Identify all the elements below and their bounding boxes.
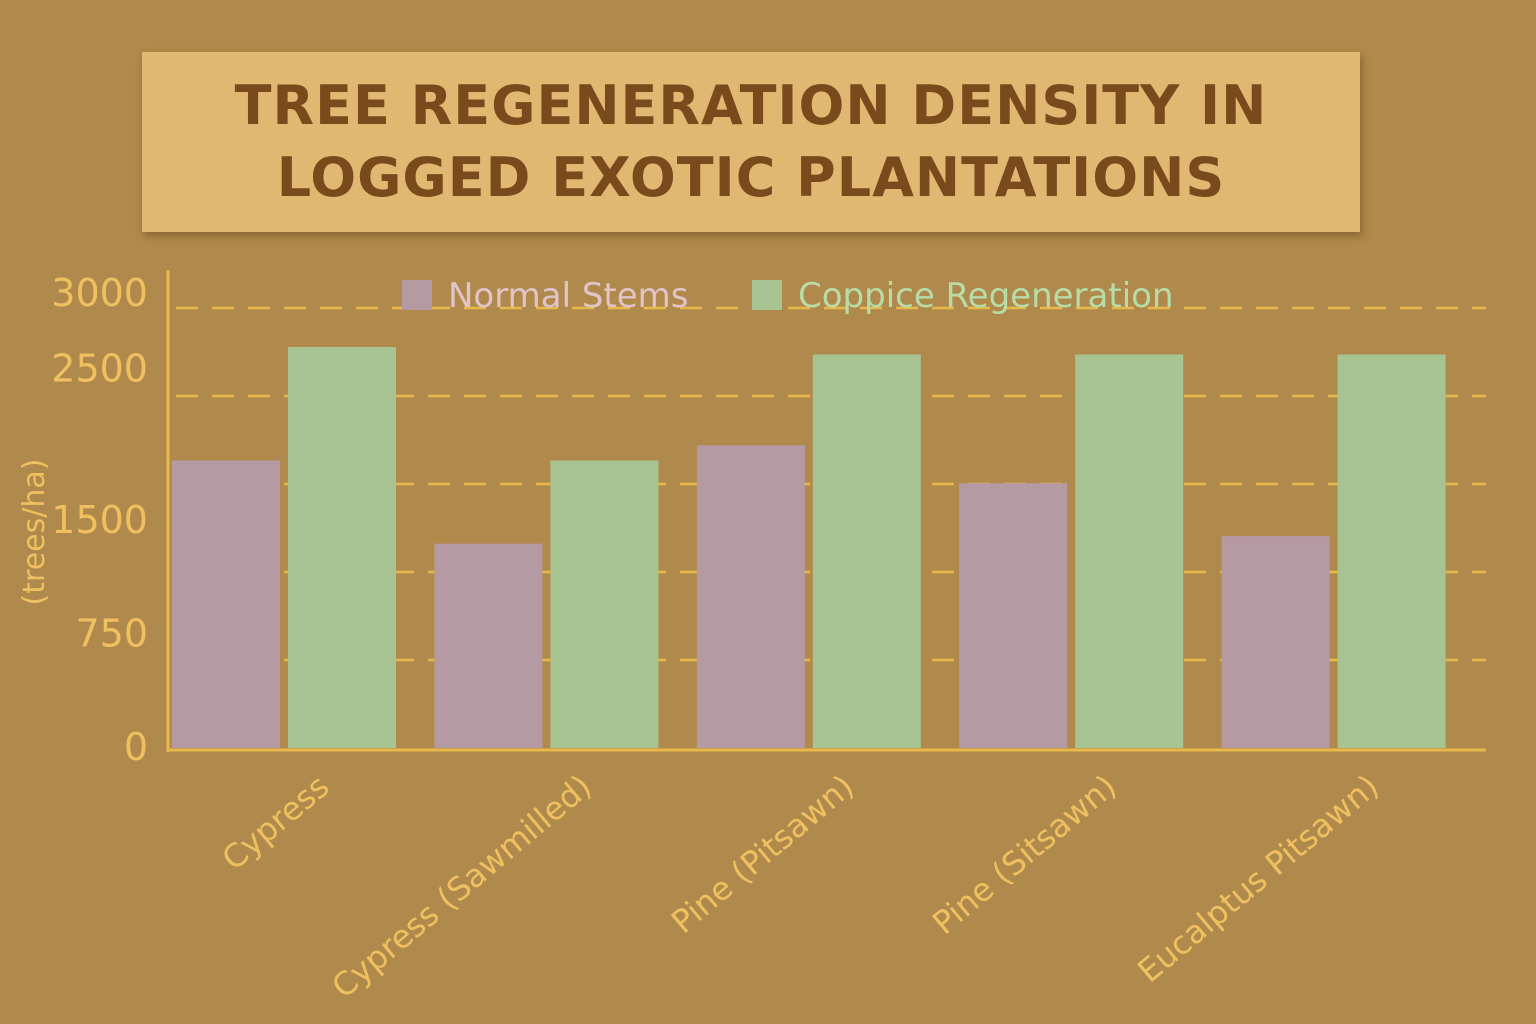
- bar-coppice-regeneration: [550, 460, 659, 748]
- bar-normal-stems: [696, 445, 805, 748]
- y-tick-label: 0: [124, 725, 148, 769]
- x-category-label: Pine (Pitsawn): [664, 767, 861, 941]
- bar-normal-stems: [959, 483, 1068, 748]
- legend-swatch-normal-stems: [402, 280, 432, 310]
- chart-title-card: TREE REGENERATION DENSITY IN LOGGED EXOT…: [142, 52, 1360, 232]
- chart-title-line-1: TREE REGENERATION DENSITY IN: [234, 74, 1268, 137]
- x-category-label: Cypress (Sawmilled): [324, 767, 598, 1006]
- legend-label-coppice-regeneration: Coppice Regeneration: [798, 276, 1174, 316]
- axes: [166, 270, 1486, 752]
- x-category-label: Pine (Sitsawn): [925, 767, 1123, 942]
- y-tick-labels: 0 750 1500 2500 3000: [51, 271, 148, 769]
- y-tick-label: 1500: [51, 498, 148, 542]
- y-tick-label: 2500: [51, 347, 148, 391]
- y-tick-label: 3000: [51, 271, 148, 315]
- x-category-label: Cypress: [215, 767, 337, 878]
- chart-title-line-2: LOGGED EXOTIC PLANTATIONS: [276, 146, 1226, 209]
- legend: Normal Stems Coppice Regeneration: [402, 276, 1174, 316]
- bar-coppice-regeneration: [1337, 354, 1446, 748]
- y-tick-label: 750: [75, 612, 148, 656]
- bar-normal-stems: [172, 460, 280, 748]
- bar-coppice-regeneration: [288, 346, 396, 748]
- bar-coppice-regeneration: [812, 354, 921, 748]
- legend-swatch-coppice-regeneration: [752, 280, 782, 310]
- bar-normal-stems: [434, 543, 543, 748]
- x-category-label: Eucalptus Pitsawn): [1130, 767, 1386, 990]
- bar-normal-stems: [1221, 536, 1330, 748]
- legend-label-normal-stems: Normal Stems: [448, 276, 689, 316]
- y-axis-label: (trees/ha): [17, 459, 52, 606]
- bar-coppice-regeneration: [1075, 354, 1184, 748]
- bars: [172, 346, 1446, 748]
